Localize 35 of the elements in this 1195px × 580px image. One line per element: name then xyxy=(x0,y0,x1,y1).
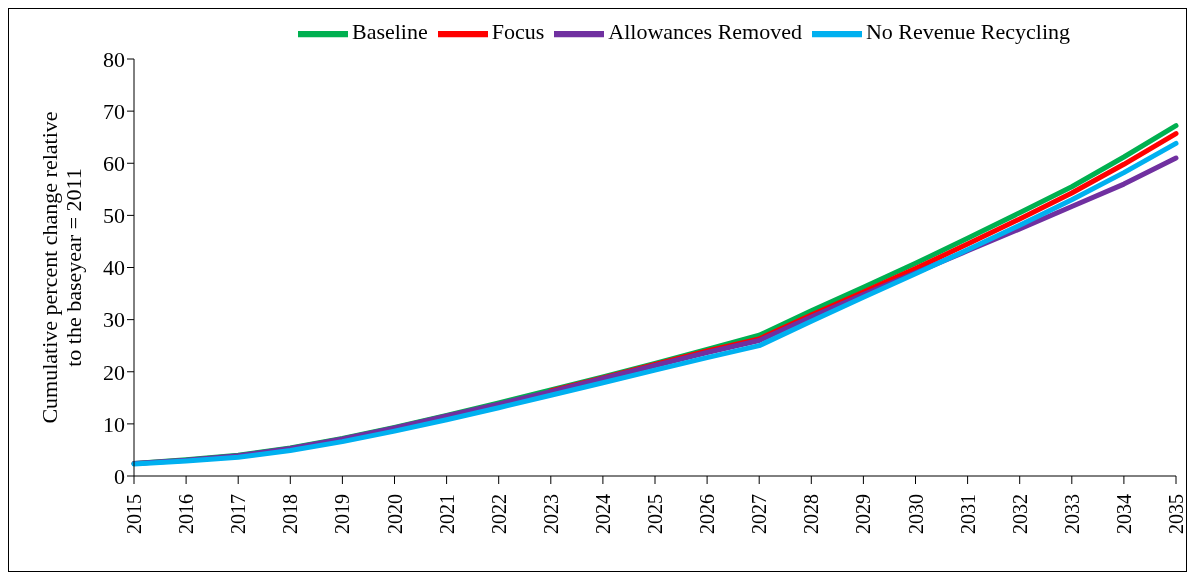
y-tick-label: 20 xyxy=(103,359,125,385)
x-tick-label: 2017 xyxy=(227,494,250,534)
x-tick-label: 2022 xyxy=(487,494,510,534)
y-tick-label: 80 xyxy=(103,46,125,72)
y-tick-label: 60 xyxy=(103,151,125,177)
x-tick-label: 2015 xyxy=(123,494,145,534)
x-tick-label: 2030 xyxy=(904,494,927,534)
x-tick-label: 2021 xyxy=(435,494,458,534)
x-tick-label: 2031 xyxy=(956,494,979,534)
y-tick-label: 70 xyxy=(103,98,125,124)
x-tick-label: 2035 xyxy=(1165,494,1187,534)
y-tick-label: 10 xyxy=(103,411,125,437)
y-tick-label: 0 xyxy=(114,463,125,489)
x-tick-label: 2034 xyxy=(1112,494,1135,534)
legend-label: Allowances Removed xyxy=(608,19,802,45)
x-tick-label: 2026 xyxy=(696,494,719,534)
x-tick-label: 2023 xyxy=(539,494,562,534)
x-tick-label: 2016 xyxy=(175,494,198,534)
x-tick-label: 2020 xyxy=(383,494,406,534)
x-tick-label: 2032 xyxy=(1008,494,1031,534)
y-tick-label: 50 xyxy=(103,203,125,229)
x-tick-label: 2028 xyxy=(800,494,823,534)
y-tick-label: 40 xyxy=(103,255,125,281)
y-axis-title: Cumulative percent change relative to the baseyear = 2011 xyxy=(37,111,86,424)
x-tick-label: 2019 xyxy=(331,494,354,534)
legend-label: Focus xyxy=(491,19,545,45)
x-tick-label: 2029 xyxy=(852,494,875,534)
x-tick-label: 2033 xyxy=(1060,494,1083,534)
x-tick-label: 2025 xyxy=(644,494,666,534)
legend-label: No Revenue Recycling xyxy=(865,19,1071,45)
x-tick-label: 2018 xyxy=(279,494,302,534)
legend-label: Baseline xyxy=(351,19,428,45)
x-tick-label: 2027 xyxy=(748,494,771,534)
x-tick-label: 2024 xyxy=(591,494,614,534)
y-tick-label: 30 xyxy=(103,307,125,333)
